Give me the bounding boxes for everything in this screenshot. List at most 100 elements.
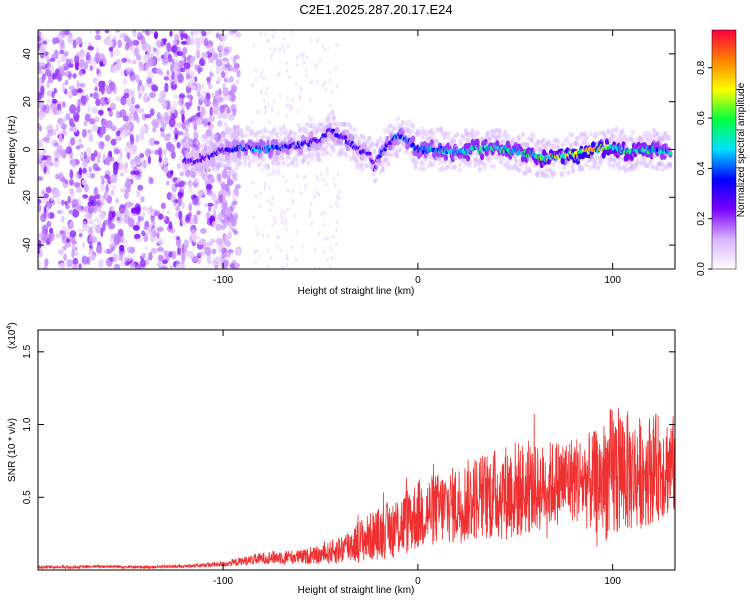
noise-blob: [154, 140, 160, 145]
noise-blob: [326, 171, 330, 176]
noise-blob: [193, 130, 198, 140]
noise-blob: [106, 39, 114, 48]
noise-blob: [188, 203, 193, 212]
noise-blob: [45, 54, 50, 61]
noise-blob: [78, 70, 83, 77]
noise-blob: [225, 209, 231, 217]
ridge-halo: [345, 129, 350, 135]
noise-blob: [207, 84, 213, 90]
noise-blob: [85, 173, 91, 178]
noise-blob: [226, 179, 234, 186]
noise-blob: [266, 86, 269, 92]
noise-blob: [291, 188, 295, 194]
noise-blob: [233, 63, 240, 69]
ridge-halo: [324, 150, 329, 156]
noise-blob: [73, 173, 79, 180]
noise-blob: [169, 193, 177, 202]
ridge-halo: [343, 121, 348, 127]
noise-blob: [181, 113, 185, 123]
noise-blob: [127, 41, 135, 46]
noise-blob: [128, 89, 135, 96]
noise-blob: [262, 98, 266, 104]
noise-blob: [329, 78, 333, 83]
noise-blob: [228, 95, 232, 101]
ridge-halo: [293, 131, 298, 137]
spectrogram-panel: -100 0 100 -40 -20 0 20 40 Height of straight …: [7, 29, 676, 297]
noise-blob: [259, 31, 263, 36]
noise-blob: [134, 155, 141, 163]
noise-blob: [231, 168, 236, 174]
noise-blob: [95, 30, 101, 35]
noise-blob: [50, 196, 54, 202]
noise-blob: [255, 249, 259, 254]
noise-blob: [51, 98, 58, 104]
noise-blob: [136, 189, 141, 198]
noise-blob: [156, 226, 164, 232]
noise-blob: [181, 121, 187, 130]
noise-blob: [53, 49, 59, 60]
noise-blob: [38, 151, 43, 160]
noise-blob: [54, 157, 59, 162]
noise-blob: [228, 46, 232, 54]
noise-blob: [287, 187, 290, 193]
y-tick-label: -20: [22, 190, 33, 205]
ridge-halo: [517, 167, 522, 173]
y-tick-label: 1.5: [22, 344, 33, 358]
ridge-halo: [459, 141, 464, 146]
ridge-halo: [304, 121, 309, 127]
noise-blob: [166, 70, 170, 76]
noise-blob: [96, 155, 101, 164]
noise-blob: [143, 54, 149, 63]
noise-blob: [128, 112, 133, 123]
noise-blob: [72, 257, 79, 265]
ridge-edge: [298, 148, 304, 155]
noise-blob: [176, 162, 182, 170]
noise-blob: [175, 205, 180, 212]
noise-blob: [264, 33, 267, 38]
noise-blob: [188, 186, 193, 194]
ridge-halo: [606, 130, 611, 135]
noise-blob: [158, 147, 163, 158]
noise-blob: [73, 240, 78, 245]
ridge-halo: [570, 132, 575, 138]
noise-blob: [142, 93, 148, 103]
noise-blob: [219, 104, 225, 114]
ridge-halo: [398, 147, 403, 153]
noise-blob: [90, 152, 96, 162]
noise-blob: [215, 223, 223, 231]
noise-blob: [217, 243, 224, 253]
noise-blob: [269, 255, 273, 261]
noise-blob: [70, 137, 76, 146]
noise-blob: [38, 101, 45, 110]
noise-blob: [134, 170, 141, 176]
ridge-halo: [325, 141, 330, 147]
ridge-halo: [587, 164, 592, 170]
noise-blob: [169, 30, 173, 37]
noise-blob: [281, 219, 284, 225]
noise-blob: [221, 111, 229, 120]
noise-blob: [274, 220, 277, 225]
noise-blob: [115, 95, 121, 102]
ridge-halo: [200, 172, 205, 178]
noise-blob: [202, 133, 210, 140]
ridge-halo: [467, 163, 472, 169]
noise-blob: [234, 54, 240, 60]
noise-blob: [104, 30, 110, 34]
noise-blob: [113, 84, 117, 95]
noise-blob: [68, 209, 73, 215]
noise-blob: [96, 245, 103, 254]
noise-blob: [308, 213, 312, 218]
ridge-halo: [389, 122, 393, 128]
ridge-halo: [286, 162, 291, 168]
noise-blob: [211, 92, 215, 98]
noise-blob: [144, 114, 152, 119]
noise-blob: [324, 182, 328, 187]
ridge-halo: [365, 139, 370, 145]
noise-blob: [201, 106, 206, 115]
noise-blob: [254, 77, 258, 82]
noise-blob: [267, 234, 270, 239]
noise-blob: [161, 96, 166, 103]
noise-blob: [270, 55, 273, 61]
noise-blob: [172, 39, 178, 45]
noise-blob: [60, 215, 65, 223]
